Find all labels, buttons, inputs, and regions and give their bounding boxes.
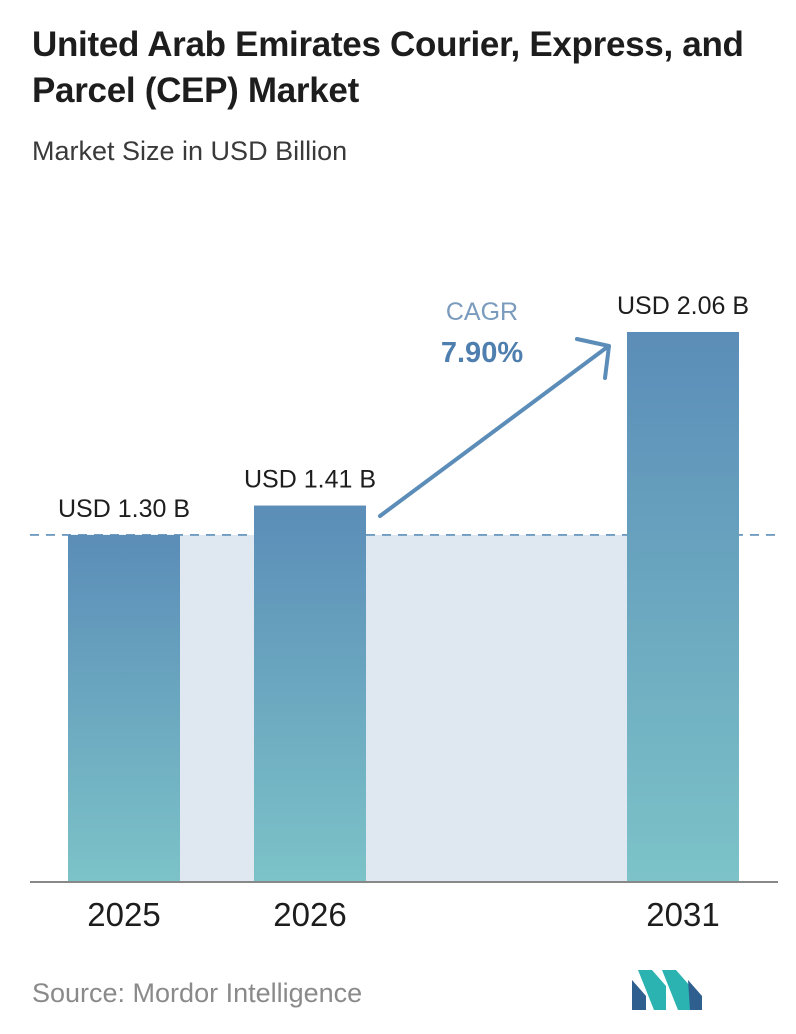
- mordor-intelligence-logo-icon: [632, 970, 702, 1010]
- cagr-arrow-line: [378, 346, 608, 518]
- category-label-2025: 2025: [87, 896, 160, 933]
- chart-subtitle: Market Size in USD Billion: [32, 136, 348, 166]
- cagr-label: CAGR: [446, 298, 518, 326]
- bar-2025: [68, 534, 180, 882]
- source-text: Source: Mordor Intelligence: [32, 978, 363, 1008]
- value-label-2025: USD 1.30 B: [58, 495, 190, 523]
- chart-title: United Arab Emirates Courier, Express, a…: [32, 25, 744, 110]
- cagr-arrow-head-icon: [575, 337, 611, 380]
- bar-2031: [627, 332, 739, 882]
- value-label-2031: USD 2.06 B: [617, 292, 749, 320]
- bar-2026: [254, 505, 366, 882]
- category-label-2031: 2031: [646, 896, 719, 933]
- value-label-2026: USD 1.41 B: [244, 466, 376, 494]
- category-label-2026: 2026: [273, 896, 346, 933]
- cagr-value: 7.90%: [441, 337, 523, 369]
